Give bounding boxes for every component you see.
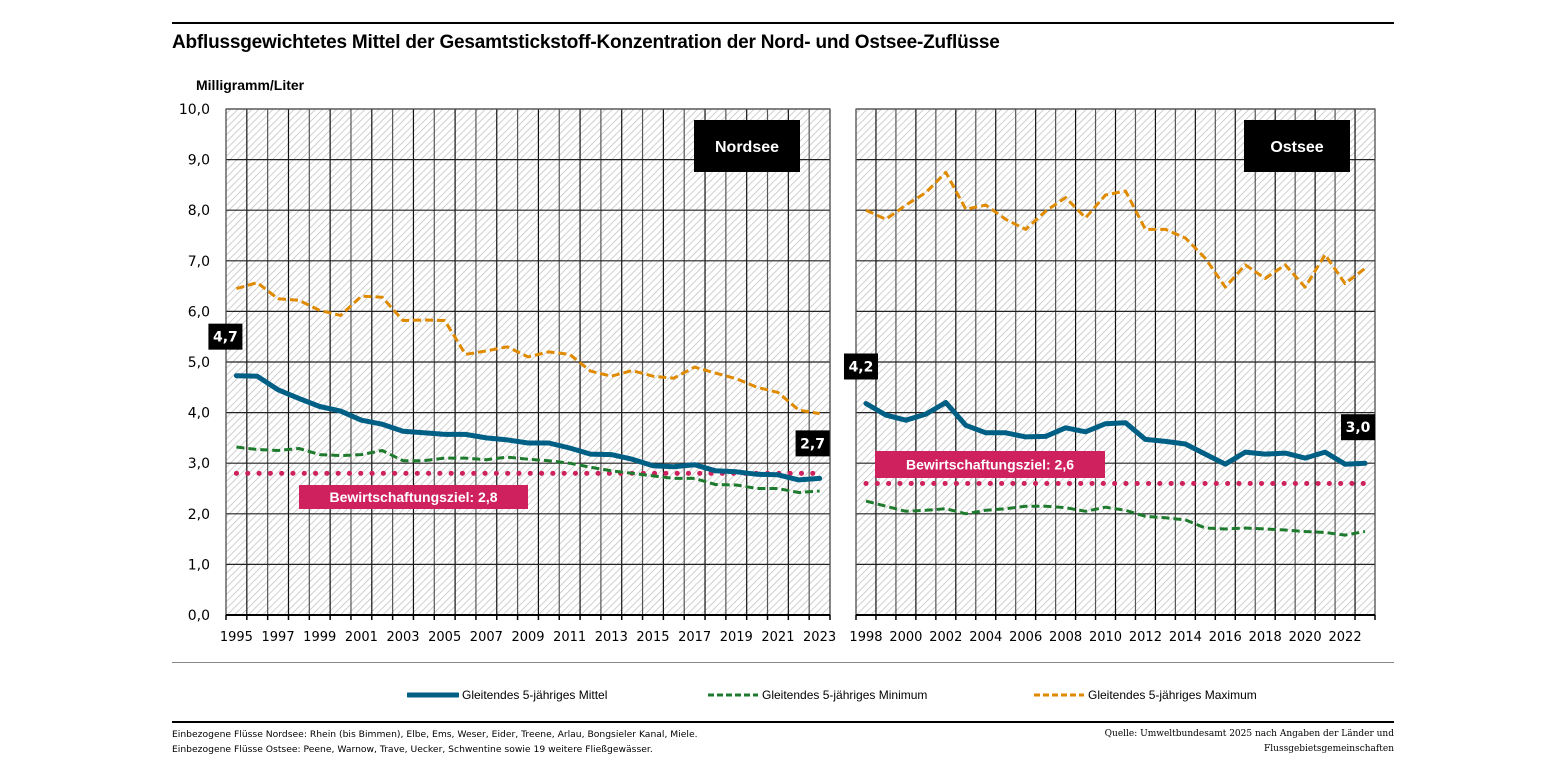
legend-divider (172, 662, 1394, 663)
series-line-max (865, 170, 1366, 289)
x-tick-label: 2000 (889, 630, 922, 645)
legend-swatch-max (1034, 693, 1084, 697)
x-tick-label: 2021 (761, 630, 794, 645)
series-line-mean (863, 400, 1368, 467)
panel-title-box (694, 120, 800, 172)
x-tick-label: 2023 (803, 630, 836, 645)
x-tick-label: 2008 (1049, 630, 1082, 645)
legend-swatch-min (708, 693, 758, 697)
x-tick-label: 2019 (720, 630, 753, 645)
x-tick-label: 2017 (678, 630, 711, 645)
series-line-mean (233, 373, 823, 483)
x-tick-label: 2010 (1089, 630, 1122, 645)
x-tick-label: 1995 (220, 630, 253, 645)
x-tick-label: 1997 (262, 630, 295, 645)
y-tick-label: 4,0 (188, 406, 210, 422)
panel-title-box (1244, 120, 1350, 172)
x-tick-label: 2002 (929, 630, 962, 645)
x-tick-label: 2011 (553, 630, 586, 645)
y-tick-label: 8,0 (188, 203, 210, 219)
legend-label-mean: Gleitendes 5-jähriges Mittel (462, 688, 608, 702)
x-tick-label: 2005 (428, 630, 461, 645)
legend-swatch-mean (407, 692, 459, 698)
x-tick-label: 2001 (345, 630, 378, 645)
target-label-box (299, 485, 528, 509)
x-tick-label: 2004 (969, 630, 1002, 645)
value-label: 4,2 (849, 359, 874, 375)
x-tick-label: 2006 (1009, 630, 1042, 645)
series-line-min (236, 445, 820, 494)
nordsee-panel: 0,0 1,0 2,0 3,0 4,0 5,0 6,0 7,0 8,0 9,0 10,0 1995 19… (179, 102, 836, 645)
footer-rivers-nordsee: Einbezogene Flüsse Nordsee: Rhein (bis B… (172, 729, 698, 740)
y-tick-label: 7,0 (188, 254, 210, 270)
value-label: 2,7 (800, 436, 825, 452)
x-tick-label: 2012 (1129, 630, 1162, 645)
footer-source-line-2: Flussgebietsgemeinschaften (1264, 744, 1394, 754)
value-label-box (795, 430, 830, 457)
legend-item-max: Gleitendes 5-jähriges Maximum (1033, 688, 1257, 702)
y-tick-label: 6,0 (188, 304, 210, 320)
footer-rivers: Einbezogene Flüsse Nordsee: Rhein (bis B… (172, 727, 698, 757)
target-label-box (875, 451, 1105, 478)
y-tick-label: 3,0 (188, 456, 210, 472)
y-tick-label: 5,0 (188, 355, 210, 371)
y-tick-label: 9,0 (188, 153, 210, 169)
value-label: 4,7 (213, 330, 238, 346)
top-rule (172, 22, 1394, 24)
value-label-box (843, 353, 878, 380)
value-label: 3,0 (1346, 420, 1371, 436)
footer-rivers-ostsee: Einbezogene Flüsse Ostsee: Peene, Warnow… (172, 744, 653, 755)
x-tick-label: 1999 (303, 630, 336, 645)
ostsee-panel: 1998 2000 2002 2004 2006 2008 2010 2012 2014 2016… (843, 108, 1376, 645)
y-axis-unit-label: Milligramm/Liter (196, 77, 305, 93)
panel-title: Ostsee (1270, 139, 1323, 156)
x-tick-label: 2007 (470, 630, 503, 645)
legend-label-max: Gleitendes 5-jähriges Maximum (1088, 688, 1257, 702)
series-line-min (865, 499, 1366, 537)
y-tick-label: 1,0 (188, 557, 210, 573)
target-label: Bewirtschaftungsziel: 2,8 (329, 489, 497, 505)
footer-source-line-1: Quelle: Umweltbundesamt 2025 nach Angabe… (1104, 729, 1394, 739)
y-tick-label: 10,0 (179, 102, 210, 118)
legend-item-mean: Gleitendes 5-jähriges Mittel (407, 688, 607, 702)
x-tick-label: 2015 (636, 630, 669, 645)
x-tick-label: 2022 (1329, 630, 1362, 645)
x-tick-label: 1998 (849, 630, 882, 645)
x-tick-label: 2013 (595, 630, 628, 645)
target-label: Bewirtschaftungsziel: 2,6 (906, 457, 1074, 473)
x-tick-label: 2016 (1209, 630, 1242, 645)
panel-title: Nordsee (715, 139, 779, 156)
legend-item-min: Gleitendes 5-jähriges Minimum (707, 688, 927, 702)
value-label-box (208, 323, 243, 350)
x-tick-label: 2009 (511, 630, 544, 645)
footer-source: Quelle: Umweltbundesamt 2025 nach Angabe… (1105, 727, 1394, 757)
y-tick-label: 2,0 (188, 507, 210, 523)
x-tick-label: 2018 (1249, 630, 1282, 645)
x-tick-label: 2003 (386, 630, 419, 645)
footer-rule (172, 721, 1394, 723)
x-tick-label: 2020 (1289, 630, 1322, 645)
x-tick-label: 2014 (1169, 630, 1202, 645)
series-line-max (235, 281, 820, 416)
value-label-box (1341, 414, 1376, 441)
chart-title: Abflussgewichtetes Mittel der Gesamtstic… (172, 32, 1000, 53)
legend-label-min: Gleitendes 5-jähriges Minimum (762, 688, 928, 702)
y-tick-label: 0,0 (188, 608, 210, 624)
